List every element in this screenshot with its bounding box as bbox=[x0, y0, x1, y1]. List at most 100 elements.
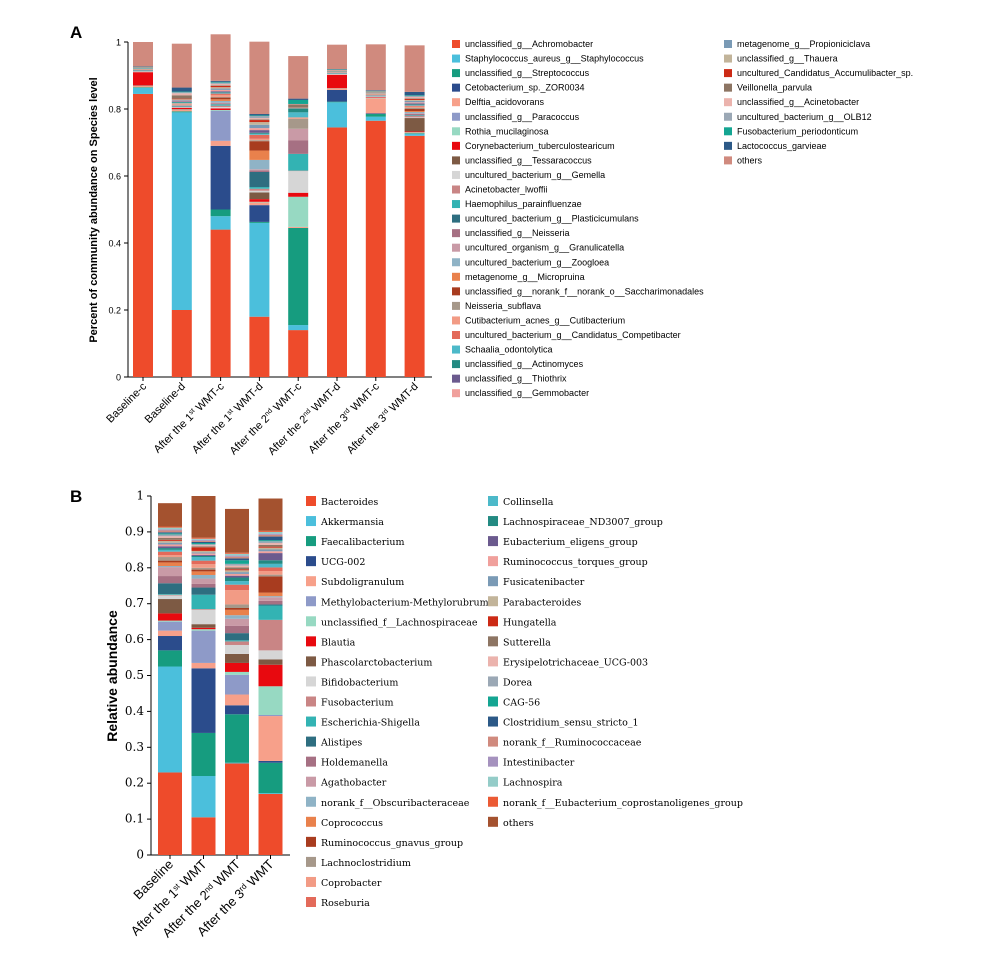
panel-letter-a: A bbox=[70, 23, 82, 42]
bar-segment bbox=[191, 587, 216, 595]
bar-segment bbox=[225, 641, 249, 645]
bar-segment bbox=[258, 597, 283, 601]
bar-segment bbox=[191, 557, 216, 561]
bar-segment bbox=[133, 85, 153, 88]
y-tick-label: 0.8 bbox=[108, 105, 121, 115]
x-tick-label-sup: rd bbox=[381, 408, 390, 417]
bar-segment bbox=[158, 621, 182, 631]
legend-label: Bifidobacterium bbox=[321, 677, 398, 688]
bar-segment bbox=[258, 498, 283, 531]
y-tick-label: 0.2 bbox=[108, 306, 121, 316]
bar-segment bbox=[158, 527, 182, 530]
legend-swatch bbox=[306, 897, 316, 907]
bar-segment bbox=[225, 653, 249, 663]
bar-segment bbox=[191, 537, 216, 539]
bar-segment bbox=[191, 550, 216, 553]
bar-segment bbox=[225, 608, 249, 610]
bar-segment bbox=[158, 772, 182, 855]
bar-segment bbox=[158, 544, 182, 547]
bar-segment bbox=[158, 595, 182, 600]
bar-segment bbox=[210, 104, 231, 106]
legend-label: Cutibacterium_acnes_g__Cutibacterium bbox=[465, 315, 625, 325]
legend-swatch bbox=[452, 40, 460, 48]
legend-label: uncultured_Candidatus_Accumulibacter_sp. bbox=[737, 68, 913, 78]
bar-segment bbox=[258, 549, 283, 552]
bar-segment bbox=[327, 88, 347, 90]
legend-label: uncultured_bacterium_g__OLB12 bbox=[737, 112, 872, 122]
legend-label: Lactococcus_garvieae bbox=[737, 141, 827, 151]
bar-segment bbox=[249, 188, 270, 191]
legend-swatch bbox=[306, 736, 316, 747]
bar-segment bbox=[327, 127, 347, 377]
legend-swatch bbox=[306, 836, 316, 847]
x-tick-label: After the 3rd WMT-c bbox=[306, 380, 382, 456]
bar-segment bbox=[191, 547, 216, 551]
legend-swatch bbox=[306, 556, 316, 567]
bar-segment bbox=[327, 44, 347, 70]
bar-segment bbox=[404, 99, 425, 101]
bar-segment bbox=[404, 104, 425, 105]
bar-segment bbox=[327, 102, 347, 128]
bar-segment bbox=[191, 668, 216, 733]
bar-segment bbox=[258, 571, 283, 575]
bar-segment bbox=[365, 97, 386, 98]
bar-segment bbox=[249, 130, 270, 133]
legend-swatch bbox=[452, 69, 460, 78]
legend-swatch bbox=[488, 536, 498, 547]
bar-segment bbox=[327, 71, 347, 73]
y-tick-label: 0 bbox=[116, 373, 121, 383]
bar-segment bbox=[249, 201, 270, 203]
legend-label: uncultured_bacterium_g__Gemella bbox=[465, 170, 605, 180]
legend-swatch bbox=[488, 716, 498, 727]
bar-segment bbox=[133, 42, 153, 67]
legend-label: norank_f__Eubacterium_coprostanoligenes_… bbox=[503, 798, 743, 809]
bar-segment bbox=[210, 229, 231, 377]
bar-segment bbox=[210, 87, 231, 89]
bar-segment bbox=[158, 560, 182, 563]
bar-segment bbox=[158, 583, 182, 595]
bar-segment bbox=[249, 128, 270, 131]
bar-segment bbox=[404, 45, 425, 92]
x-tick-label-suffix: WMT-c bbox=[347, 380, 383, 416]
bar-segment bbox=[225, 633, 249, 641]
bar-segment bbox=[249, 171, 270, 188]
legend-swatch bbox=[452, 156, 460, 165]
bar-segment bbox=[258, 544, 283, 547]
legend-swatch bbox=[488, 616, 498, 627]
bar-segment bbox=[288, 118, 309, 129]
bar-segment bbox=[158, 566, 182, 568]
bar-segment bbox=[171, 103, 192, 105]
bar-segment bbox=[225, 560, 249, 564]
bar-segment bbox=[210, 110, 231, 111]
legend-swatch bbox=[724, 127, 732, 136]
y-tick-label: 0.6 bbox=[108, 172, 121, 182]
bar-segment bbox=[258, 600, 283, 605]
legend-label: Ruminococcus_gnavus_group bbox=[321, 838, 463, 849]
bar-segment bbox=[249, 205, 270, 222]
bar-segment bbox=[210, 92, 231, 93]
legend-swatch bbox=[488, 676, 498, 687]
legend-label: Veillonella_parvula bbox=[737, 83, 812, 93]
bar-segment bbox=[258, 716, 283, 761]
bar-segment bbox=[210, 96, 231, 98]
x-tick-label: After the 3rd WMT-d bbox=[345, 381, 421, 457]
bar-segment bbox=[327, 101, 347, 103]
x-tick-label: After the 1st WMT-d bbox=[190, 381, 265, 456]
bar-segment bbox=[158, 538, 182, 540]
legend-label: Clostridium_sensu_stricto_1 bbox=[503, 718, 639, 729]
bar-segment bbox=[171, 99, 192, 101]
bar-segment bbox=[404, 113, 425, 115]
bar-segment bbox=[258, 650, 283, 660]
bar-segment bbox=[258, 553, 283, 561]
bar-segment bbox=[171, 91, 192, 93]
bar-segment bbox=[258, 531, 283, 534]
bar-segment bbox=[225, 671, 249, 675]
legend-swatch bbox=[452, 243, 460, 252]
bar-segment bbox=[210, 88, 231, 90]
legend-label: Coprobacter bbox=[321, 878, 382, 889]
legend-swatch bbox=[306, 496, 316, 506]
legend-swatch bbox=[488, 576, 498, 587]
legend-label: uncultured_bacterium_g__Zoogloea bbox=[465, 257, 609, 267]
legend-label: unclassified_g__Paracoccus bbox=[465, 112, 580, 122]
